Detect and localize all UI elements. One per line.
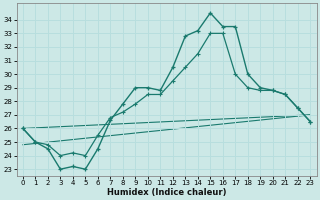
X-axis label: Humidex (Indice chaleur): Humidex (Indice chaleur) <box>107 188 226 197</box>
